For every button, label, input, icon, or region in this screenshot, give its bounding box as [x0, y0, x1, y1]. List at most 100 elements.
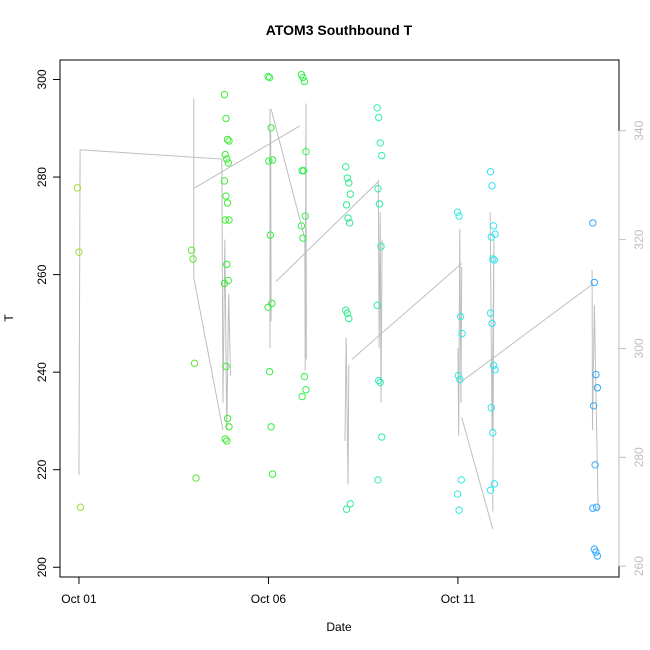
data-point: [266, 231, 275, 239]
data-point: [268, 156, 277, 164]
y-tick-label: 260: [35, 264, 49, 284]
data-point: [375, 113, 383, 122]
data-point: [458, 329, 466, 338]
data-point: [589, 402, 598, 410]
data-point: [592, 370, 600, 379]
data-point: [373, 104, 381, 112]
data-point: [486, 309, 495, 317]
y2-tick-label: 300: [632, 338, 646, 358]
data-point: [374, 185, 382, 193]
data-point: [221, 150, 229, 159]
data-point: [490, 256, 499, 264]
data-point: [264, 303, 272, 311]
data-point: [301, 212, 309, 220]
y-tick-label: 280: [35, 167, 49, 187]
data-point: [225, 137, 233, 145]
data-point: [373, 301, 381, 310]
data-point: [455, 212, 463, 220]
line-segment: [270, 108, 306, 239]
data-point: [267, 124, 275, 132]
data-point: [223, 135, 232, 144]
data-point: [454, 371, 463, 380]
data-point: [455, 506, 463, 514]
data-point: [456, 375, 464, 384]
chart-title: ATOM3 Southbound T: [266, 22, 413, 38]
y-tick-label: 300: [35, 69, 49, 89]
data-point: [378, 151, 386, 160]
x-axis-label: Date: [326, 620, 352, 634]
data-point: [220, 90, 229, 99]
y2-tick-label: 280: [632, 447, 646, 467]
data-point: [453, 208, 462, 216]
data-point: [342, 201, 351, 209]
data-point: [268, 470, 277, 478]
data-point: [343, 309, 351, 317]
data-point: [223, 199, 232, 207]
points: [73, 70, 602, 560]
data-point: [489, 361, 498, 370]
data-point: [377, 242, 385, 251]
data-point: [268, 299, 276, 308]
data-point: [224, 159, 232, 167]
data-point: [589, 219, 597, 227]
data-point: [222, 114, 230, 123]
data-point: [265, 367, 274, 376]
data-point: [220, 279, 229, 288]
data-point: [225, 423, 233, 431]
y2-tick-label: 260: [632, 556, 646, 576]
data-point: [345, 219, 354, 227]
line-segment: [269, 108, 272, 349]
data-point: [490, 480, 499, 488]
line-segment: [193, 98, 224, 431]
data-point: [76, 503, 85, 511]
data-point: [457, 476, 466, 484]
data-point: [489, 255, 497, 263]
line-segment: [377, 179, 383, 403]
data-point: [488, 319, 496, 328]
x-tick-label: Oct 06: [251, 592, 287, 606]
data-point: [302, 386, 310, 394]
line-segment: [461, 417, 494, 530]
line-segment: [275, 181, 379, 282]
data-point: [375, 376, 383, 385]
data-point: [267, 423, 275, 431]
line-segment: [78, 149, 232, 476]
y-tick-label: 220: [35, 459, 49, 479]
data-point: [488, 182, 496, 190]
data-point: [486, 167, 495, 176]
data-point: [376, 378, 384, 387]
data-point: [342, 163, 350, 171]
data-point: [592, 548, 600, 556]
data-point: [589, 504, 597, 512]
data-point: [223, 155, 231, 163]
data-point: [75, 248, 83, 256]
data-point: [487, 233, 495, 241]
line-segment: [459, 282, 595, 384]
data-point: [222, 362, 230, 370]
data-point: [592, 503, 601, 511]
data-point: [374, 476, 382, 484]
line-segment: [344, 337, 350, 485]
y2-tick-label: 320: [632, 229, 646, 249]
data-point: [491, 366, 499, 374]
data-point: [344, 214, 352, 222]
data-point: [591, 461, 599, 469]
data-point: [345, 314, 353, 323]
data-point: [456, 312, 465, 321]
x-tick-label: Oct 01: [61, 592, 97, 606]
x-tick-label: Oct 11: [441, 592, 476, 606]
data-point: [489, 428, 497, 437]
data-point: [297, 222, 306, 230]
data-point: [265, 73, 274, 82]
data-point: [222, 192, 230, 200]
data-point: [376, 139, 384, 147]
line-segment: [193, 125, 301, 189]
data-point: [299, 167, 308, 175]
line-segment: [457, 228, 463, 436]
data-point: [346, 500, 355, 508]
data-point: [225, 216, 233, 224]
y-tick-label: 200: [35, 557, 49, 577]
data-point: [487, 404, 495, 412]
data-point: [264, 72, 272, 81]
data-point: [378, 433, 386, 441]
